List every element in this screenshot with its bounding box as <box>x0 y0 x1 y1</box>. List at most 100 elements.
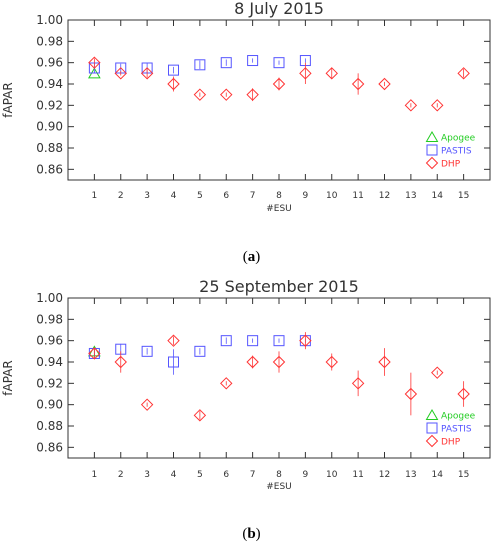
data-point-pastis <box>168 64 179 76</box>
data-point-dhp <box>351 377 365 390</box>
x-tick-label: 10 <box>326 470 338 480</box>
data-point-pastis <box>194 59 206 71</box>
x-tick-label: 3 <box>144 470 150 480</box>
data-point-dhp <box>378 77 391 91</box>
caption-a-letter: a <box>247 249 256 265</box>
x-tick-label: 9 <box>303 191 309 201</box>
data-point-dhp <box>220 88 233 101</box>
data-point-dhp <box>246 88 259 101</box>
data-point-pastis <box>273 57 285 69</box>
caption-b: (b) <box>0 526 503 543</box>
x-tick-label: 6 <box>223 191 229 201</box>
data-point-dhp <box>193 88 207 101</box>
data-point-dhp <box>404 99 418 112</box>
data-point-dhp <box>140 398 154 411</box>
data-point-dhp <box>167 334 180 347</box>
chart-panel-1: 8 July 2015 0.86 0.88 0.90 0.92 0.94 0.96 0.98 1… <box>1 0 491 214</box>
data-point-dhp <box>272 77 286 91</box>
plot-frame <box>67 19 491 181</box>
legend-marker-pastis <box>426 422 438 434</box>
y-tick-label: 0.92 <box>36 376 63 390</box>
y-axis-label: fAPAR <box>1 82 15 117</box>
legend-marker-dhp <box>425 156 439 170</box>
y-tick-label: 0.88 <box>36 419 63 433</box>
y-tick-label: 0.96 <box>36 334 63 348</box>
y-tick-label: 0.94 <box>36 355 63 369</box>
legend-label-pastis: PASTIS <box>441 425 472 435</box>
data-point-dhp <box>88 56 101 69</box>
y-tick-label: 0.86 <box>36 162 63 176</box>
x-tick-label: 2 <box>118 191 124 201</box>
x-tick-label: 8 <box>276 191 282 201</box>
x-tick-label: 15 <box>458 191 469 201</box>
x-tick-label: 12 <box>379 470 390 480</box>
chart-title: 25 September 2015 <box>199 277 359 296</box>
x-tick-label: 14 <box>432 470 444 480</box>
legend-label-dhp: DHP <box>441 438 461 448</box>
data-point-pastis <box>220 57 232 69</box>
data-point-dhp <box>325 355 338 369</box>
y-tick-label: 0.88 <box>36 141 63 155</box>
x-tick-label: 5 <box>197 470 203 480</box>
caption-a: (a) <box>0 249 503 266</box>
y-tick-label: 0.90 <box>36 120 63 134</box>
data-point-dhp <box>431 99 444 112</box>
legend-marker-pastis <box>426 144 438 156</box>
data-point-pastis <box>247 335 259 347</box>
y-tick-label: 1.00 <box>36 13 63 27</box>
series-dhp <box>88 332 470 422</box>
x-tick-label: 9 <box>303 470 309 480</box>
data-point-dhp <box>299 67 312 80</box>
x-tick-label: 3 <box>144 191 150 201</box>
x-axis-label: #ESU <box>266 204 292 214</box>
legend-marker-apogee <box>425 409 439 420</box>
caption-a-close: ) <box>255 249 261 265</box>
data-point-dhp <box>220 377 233 390</box>
caption-b-close: ) <box>255 526 261 542</box>
data-point-dhp <box>246 355 259 369</box>
caption-a-open: ( <box>242 249 248 265</box>
legend-marker-dhp <box>425 434 439 448</box>
x-tick-label: 10 <box>326 191 338 201</box>
x-tick-label: 4 <box>171 191 177 201</box>
x-tick-label: 15 <box>458 470 469 480</box>
data-point-dhp <box>140 67 154 80</box>
x-tick-label: 1 <box>92 191 98 201</box>
x-tick-label: 11 <box>352 470 363 480</box>
x-tick-label: 6 <box>223 470 229 480</box>
data-point-dhp <box>378 355 391 369</box>
x-tick-label: 7 <box>250 470 256 480</box>
y-tick-label: 0.92 <box>36 98 63 112</box>
data-point-dhp <box>457 387 470 401</box>
data-point-dhp <box>351 77 365 91</box>
data-point-dhp <box>193 409 207 422</box>
data-point-dhp <box>88 347 101 360</box>
data-point-pastis <box>247 55 259 67</box>
y-tick-label: 0.86 <box>36 440 63 454</box>
y-tick-label: 0.98 <box>36 34 63 48</box>
legend-label-dhp: DHP <box>441 160 461 170</box>
chart-panel-2: 25 September 2015 0.86 0.88 0.90 0.92 0.94 0.9… <box>1 277 491 492</box>
y-axis-label: fAPAR <box>1 360 15 395</box>
data-point-pastis <box>168 356 179 368</box>
data-point-dhp <box>325 67 338 80</box>
x-tick-label: 5 <box>197 191 203 201</box>
plot-frame <box>67 297 491 459</box>
legend-label-apogee: Apogee <box>441 134 476 144</box>
data-point-pastis <box>141 345 153 357</box>
data-point-dhp <box>114 67 127 80</box>
series-pastis <box>88 335 311 375</box>
data-point-pastis <box>220 335 232 347</box>
x-tick-label: 11 <box>352 191 363 201</box>
y-tick-label: 0.98 <box>36 312 63 326</box>
data-point-dhp <box>167 77 180 91</box>
x-tick-label: 7 <box>250 191 256 201</box>
x-tick-label: 14 <box>432 191 444 201</box>
legend-label-pastis: PASTIS <box>441 147 472 157</box>
y-tick-label: 0.94 <box>36 77 63 91</box>
x-axis-label: #ESU <box>266 482 292 492</box>
data-point-dhp <box>272 355 286 369</box>
y-tick-label: 0.96 <box>36 56 63 70</box>
data-point-pastis <box>194 345 206 357</box>
